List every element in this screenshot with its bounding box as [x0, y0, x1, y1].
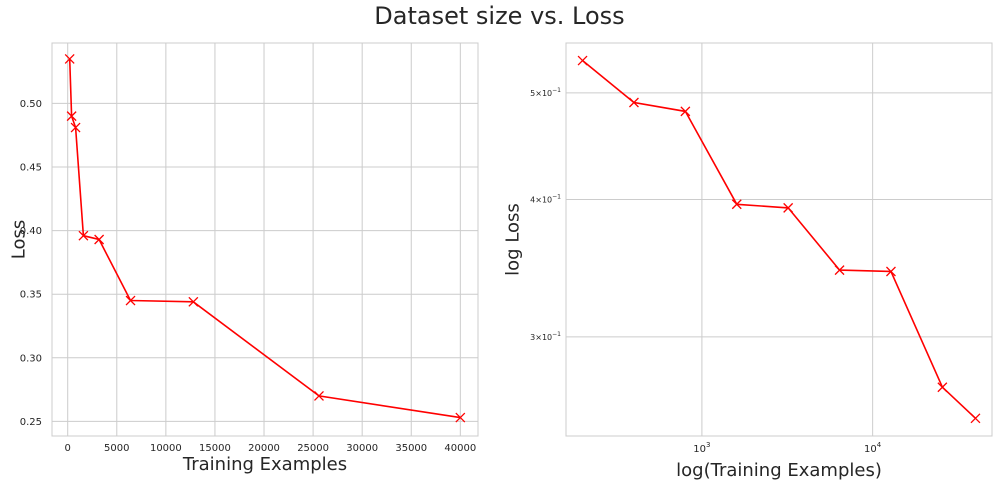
y-tick-label: 3×10−1	[530, 331, 561, 342]
axes-frame	[565, 42, 993, 437]
data-point-marker	[680, 106, 691, 117]
y-tick-label: 0.30	[20, 353, 42, 364]
marker-stroke	[680, 106, 691, 117]
data-point-marker	[125, 295, 136, 306]
x-tick-label: 5000	[104, 443, 129, 454]
y-axis-label: Loss	[8, 220, 29, 259]
x-tick-label: 35000	[395, 443, 427, 454]
grid-lines	[566, 43, 992, 436]
data-point-marker	[64, 53, 75, 64]
axes-frame	[51, 42, 479, 437]
data-point-marker	[188, 296, 199, 307]
y-axis-label: log Loss	[502, 203, 523, 276]
x-tick-label: 0	[65, 443, 71, 454]
y-tick-label: 0.50	[20, 99, 42, 110]
marker-stroke	[731, 199, 742, 210]
x-tick-label: 104	[864, 441, 882, 455]
x-tick-label: 30000	[346, 443, 378, 454]
marker-stroke	[125, 295, 136, 306]
series-line	[581, 59, 977, 419]
data-point-marker	[628, 97, 639, 108]
data-point-marker	[970, 413, 981, 424]
marker-stroke	[94, 234, 105, 245]
marker-stroke	[70, 122, 81, 133]
data-point-marker	[455, 412, 466, 423]
series-line	[68, 58, 461, 419]
marker-stroke	[834, 265, 845, 276]
x-tick-label: 40000	[444, 443, 476, 454]
x-tick-label: 103	[693, 441, 710, 455]
data-point-marker	[834, 265, 845, 276]
data-point-marker	[78, 230, 89, 241]
y-tick-label: 0.25	[20, 417, 42, 428]
marker-stroke	[64, 53, 75, 64]
left-linear-plot: 0 5000 10000 15000 20000 25000 30000 35000 40000…	[8, 42, 479, 475]
marker-stroke	[783, 202, 794, 213]
y-tick-label: 4×10−1	[530, 193, 561, 204]
x-tick-label: 20000	[248, 443, 280, 454]
x-axis-label: log(Training Examples)	[676, 460, 882, 481]
marker-stroke	[885, 266, 896, 277]
x-tick-label: 15000	[199, 443, 231, 454]
marker-stroke	[188, 296, 199, 307]
data-point-marker	[885, 266, 896, 277]
x-tick-label: 25000	[297, 443, 329, 454]
marker-stroke	[970, 413, 981, 424]
data-point-marker	[66, 111, 77, 122]
x-axis-label: Training Examples	[182, 454, 347, 475]
y-tick-label: 0.40	[20, 226, 42, 237]
x-tick-label: 10000	[150, 443, 182, 454]
data-point-marker	[783, 202, 794, 213]
y-tick-label: 0.45	[20, 163, 42, 174]
figure-title: Dataset size vs. Loss	[374, 2, 625, 30]
y-tick-label: 0.35	[20, 290, 42, 301]
marker-stroke	[66, 111, 77, 122]
marker-stroke	[577, 55, 588, 66]
marker-stroke	[314, 390, 324, 401]
data-point-marker	[314, 390, 324, 401]
data-point-marker	[94, 234, 105, 245]
data-point-marker	[937, 382, 948, 393]
marker-stroke	[78, 230, 89, 241]
right-log-plot: 103 104 3×10−1 4×10−1 5×10−1 log(Training Exa…	[502, 42, 993, 481]
marker-stroke	[937, 382, 948, 393]
marker-stroke	[628, 97, 639, 108]
y-tick-label: 5×10−1	[530, 87, 561, 98]
data-point-marker	[70, 122, 81, 133]
data-point-marker	[577, 55, 588, 66]
marker-stroke	[455, 412, 466, 423]
grid-lines	[52, 43, 478, 436]
data-point-marker	[731, 199, 742, 210]
